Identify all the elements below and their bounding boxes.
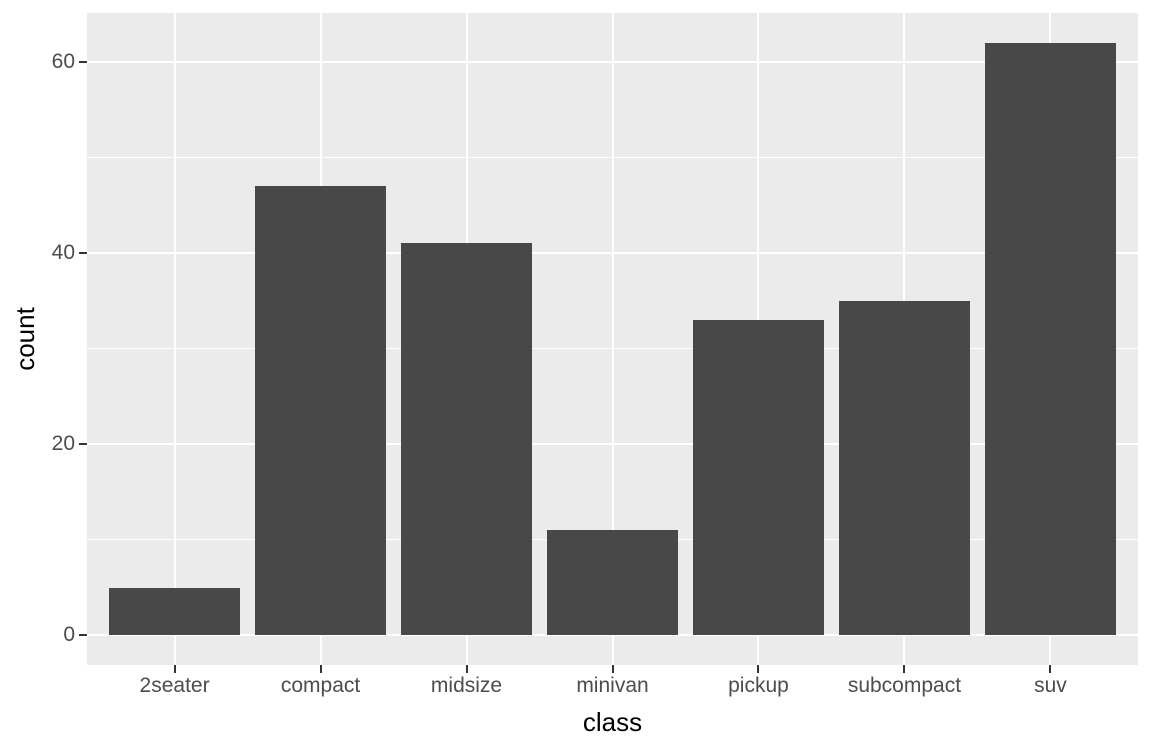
x-tick-mark-suv <box>1049 665 1052 673</box>
y-tick-mark-60 <box>79 60 87 63</box>
gridline-major-y-20 <box>87 443 1138 446</box>
y-tick-label-60: 60 <box>51 49 75 73</box>
x-tick-mark-minivan <box>611 665 614 673</box>
y-tick-label-40: 40 <box>51 240 75 264</box>
x-axis-title: class <box>582 707 643 737</box>
bar-midsize <box>400 243 533 636</box>
x-tick-mark-subcompact <box>903 665 906 673</box>
bar-compact <box>254 186 387 636</box>
bar-2seater <box>108 587 241 636</box>
x-tick-label-subcompact: subcompact <box>847 674 962 697</box>
bar-subcompact <box>838 300 971 636</box>
y-tick-mark-40 <box>79 251 87 254</box>
x-tick-label-compact: compact <box>280 674 361 697</box>
x-tick-mark-pickup <box>757 665 760 673</box>
y-tick-label-0: 0 <box>63 623 75 647</box>
y-tick-label-20: 20 <box>51 432 75 456</box>
gridline-minor-y-50 <box>87 156 1138 158</box>
plot-panel <box>87 13 1138 665</box>
x-tick-mark-2seater <box>173 665 176 673</box>
gridline-major-x-2seater <box>173 13 176 665</box>
x-tick-label-pickup: pickup <box>728 674 789 697</box>
y-axis-title: count <box>10 307 40 371</box>
gridline-major-y-0 <box>87 634 1138 637</box>
bar-pickup <box>692 319 825 636</box>
gridline-minor-y-30 <box>87 348 1138 350</box>
x-tick-label-midsize: midsize <box>430 674 503 697</box>
y-tick-mark-0 <box>79 634 87 637</box>
x-tick-label-minivan: minivan <box>576 674 649 697</box>
x-tick-label-2seater: 2seater <box>139 674 210 697</box>
x-tick-mark-compact <box>319 665 322 673</box>
x-tick-mark-midsize <box>465 665 468 673</box>
bar-suv <box>984 42 1117 636</box>
gridline-major-y-40 <box>87 251 1138 254</box>
gridline-major-x-minivan <box>611 13 614 665</box>
x-tick-label-suv: suv <box>1034 674 1067 697</box>
bar-minivan <box>546 530 679 636</box>
y-tick-mark-20 <box>79 443 87 446</box>
gridline-major-y-60 <box>87 60 1138 63</box>
